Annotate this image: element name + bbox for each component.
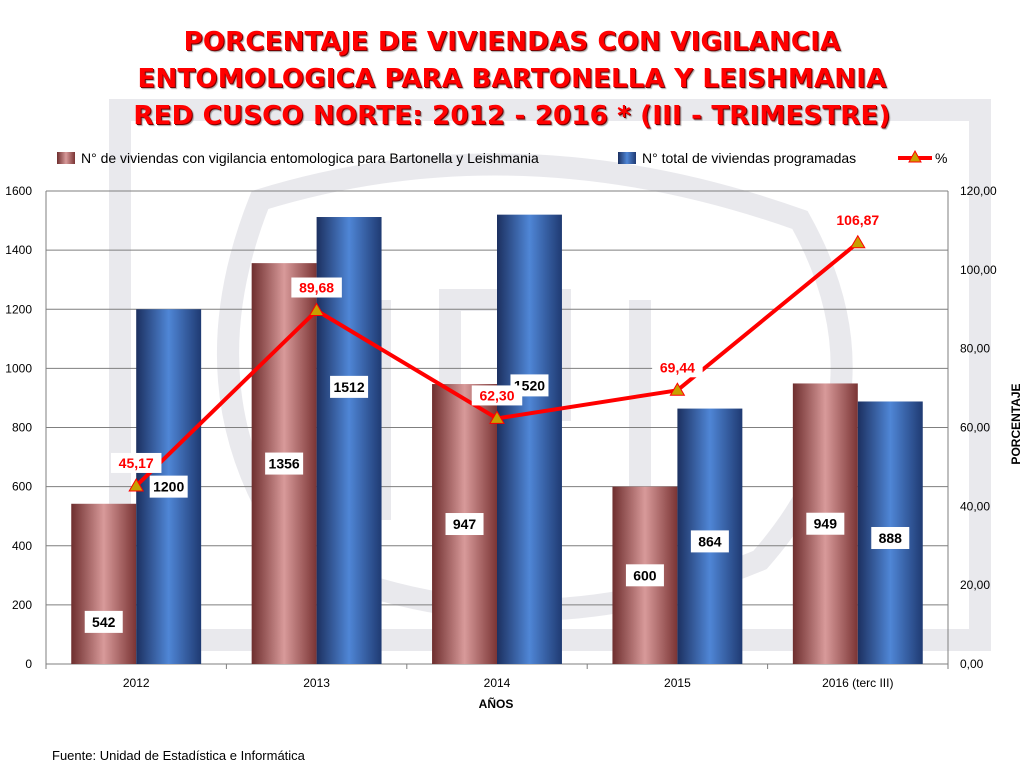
x-tick-label: 2013	[303, 676, 330, 690]
legend-swatch-series-2	[618, 152, 636, 164]
y-axis-ticks: 0 200 400 600 800 1000 1200 1400 1600	[5, 184, 32, 671]
percent-marker	[849, 234, 866, 249]
y-tick-label: 800	[12, 421, 32, 435]
title-line-1: PORCENTAJE DE VIVIENDAS CON VIGILANCIA	[183, 27, 841, 57]
y2-tick-label: 0,00	[960, 657, 984, 671]
bar-label-bg	[330, 375, 369, 398]
combo-chart: N° de viviendas con vigilancia entomolog…	[5, 149, 1023, 711]
bar-label-series-2: 888	[879, 530, 903, 546]
x-tick-label: 2016 (terc III)	[822, 676, 893, 690]
percent-line-series: 45,17 89,68 62,30 69,44 106,87	[110, 209, 888, 492]
percent-label-bg	[471, 385, 523, 406]
x-tick-label: 2012	[123, 676, 150, 690]
source-note: Fuente: Unidad de Estadística e Informát…	[52, 748, 305, 763]
percent-label: 45,17	[119, 455, 154, 471]
y-tick-label: 1000	[5, 361, 32, 375]
bar-label-bg	[84, 610, 123, 633]
y2-axis-ticks: 0,00 20,00 40,00 60,00 80,00 100,00 120,00	[960, 184, 997, 671]
bar-label-series-1: 947	[453, 516, 477, 532]
x-axis-title: AÑOS	[479, 696, 514, 711]
y2-tick-label: 100,00	[960, 263, 997, 277]
percent-label: 106,87	[836, 212, 879, 228]
y-tick-label: 200	[12, 598, 32, 612]
percent-label-bg	[652, 357, 703, 378]
bar-label-series-2: 1512	[333, 379, 364, 395]
bar-label-bg	[149, 475, 188, 498]
y2-tick-label: 60,00	[960, 421, 990, 435]
title-line-2: ENTOMOLOGICA PARA BARTONELLA Y LEISHMANI…	[137, 64, 887, 94]
y-tick-label: 0	[25, 657, 32, 671]
y2-tick-label: 40,00	[960, 499, 990, 513]
bar-label-series-1: 600	[633, 567, 657, 583]
percent-marker	[489, 410, 505, 424]
percent-label-bg	[828, 209, 888, 230]
x-axis-ticks: 2012 2013 2014 2015 2016 (terc III)	[45, 664, 949, 690]
bar-label-bg	[690, 530, 729, 553]
y2-tick-label: 120,00	[960, 184, 997, 198]
legend-label-percent: %	[935, 150, 947, 166]
bar-label-series-2: 1200	[153, 479, 184, 495]
title-line-3: RED CUSCO NORTE: 2012 - 2016 * (III - TR…	[133, 101, 891, 131]
percent-marker	[308, 302, 325, 317]
bar-label-series-1: 1356	[269, 456, 300, 472]
bar-series-2	[497, 214, 562, 664]
legend-swatch-percent-marker	[908, 149, 922, 163]
legend-swatch-series-1	[57, 152, 75, 164]
y-tick-label: 1200	[5, 302, 32, 316]
percent-label: 69,44	[660, 359, 695, 375]
bar-label-bg	[806, 512, 845, 535]
bar-label-bg	[265, 452, 304, 475]
bar-label-bg	[445, 513, 484, 536]
percent-label: 62,30	[479, 387, 514, 403]
legend-label-series-2: N° total de viviendas programadas	[642, 150, 856, 166]
percent-marker	[669, 382, 686, 396]
bar-label-series-1: 542	[92, 614, 116, 630]
chart-title: PORCENTAJE DE VIVIENDAS CON VIGILANCIA E…	[0, 24, 1024, 135]
y2-tick-label: 80,00	[960, 342, 990, 356]
y-tick-label: 400	[12, 539, 32, 553]
bar-label-bg	[625, 564, 664, 587]
legend: N° de viviendas con vigilancia entomolog…	[57, 149, 947, 166]
y2-axis-title: PORCENTAJE	[1009, 383, 1023, 464]
bar-series-1	[71, 503, 137, 664]
bar-label-series-2: 864	[698, 533, 722, 549]
y-tick-label: 1600	[5, 184, 32, 198]
y-tick-label: 1400	[5, 243, 32, 257]
x-tick-label: 2015	[664, 676, 691, 690]
percent-marker	[128, 477, 145, 492]
percent-label: 89,68	[299, 280, 334, 296]
y2-tick-label: 20,00	[960, 578, 990, 592]
y-tick-label: 600	[12, 480, 32, 494]
legend-label-series-1: N° de viviendas con vigilancia entomolog…	[81, 150, 539, 166]
bar-label-bg	[871, 526, 910, 549]
bar-label-series-1: 949	[814, 516, 838, 532]
x-tick-label: 2014	[484, 676, 511, 690]
percent-label-bg	[110, 452, 162, 473]
percent-label-bg	[291, 277, 342, 298]
